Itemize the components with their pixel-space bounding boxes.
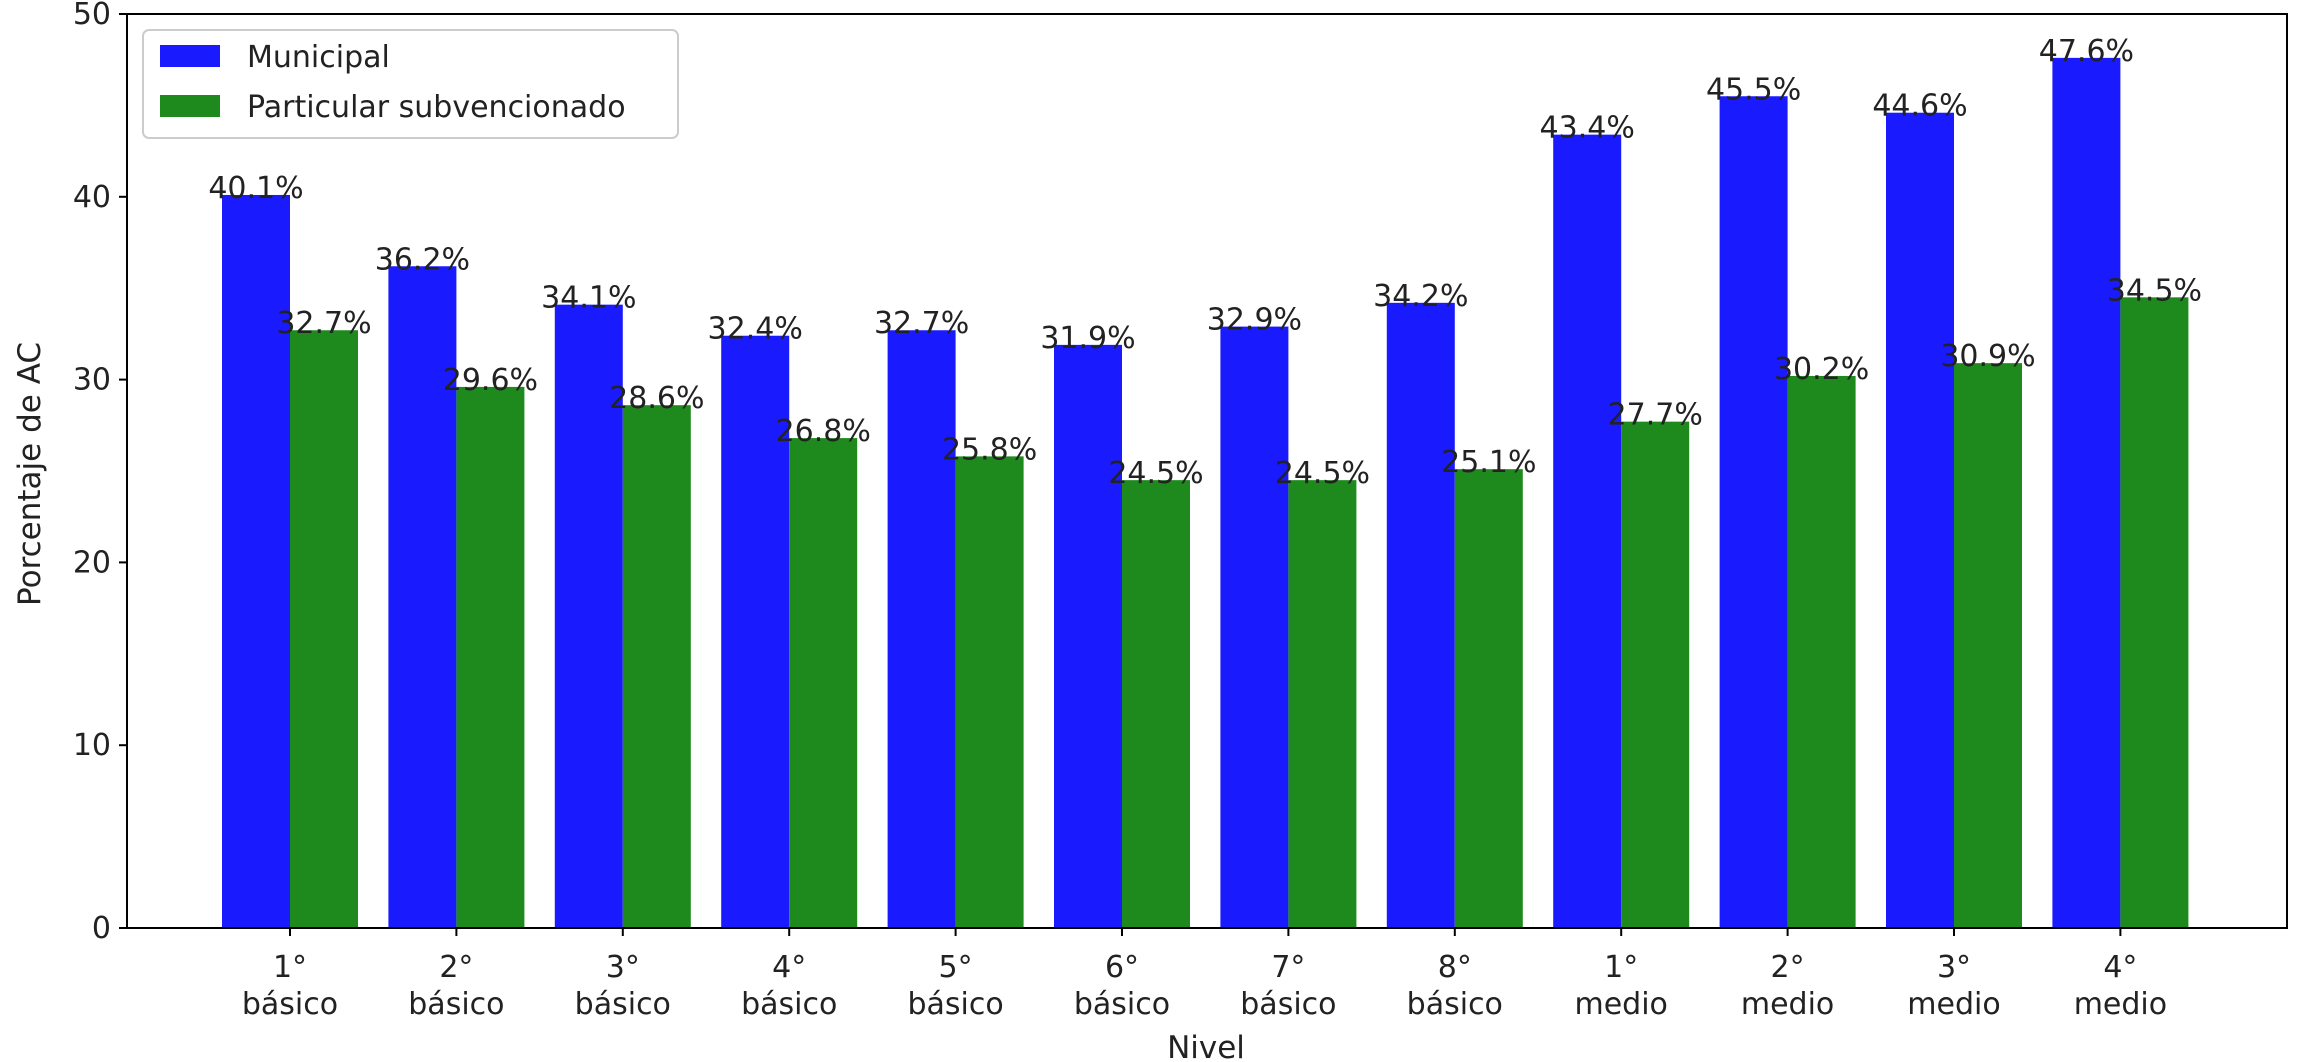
y-tick-label-0: 0: [92, 911, 111, 946]
x-tick-label-6: 6° básico: [1074, 950, 1170, 1022]
value-label-municipal-8: 34.2%: [1373, 279, 1468, 314]
bar-municipal-1: [222, 194, 290, 929]
value-label-particular-3: 28.6%: [609, 381, 704, 416]
legend-swatch-municipal: [160, 45, 220, 67]
bar-particular-6: [1122, 480, 1190, 928]
value-label-particular-6: 24.5%: [1108, 456, 1203, 491]
bar-municipal-11: [1886, 112, 1954, 929]
value-label-municipal-10: 45.5%: [1706, 72, 1801, 107]
bar-particular-1: [290, 330, 358, 928]
axes-frame: [126, 13, 2288, 929]
x-tick-label-2: 2° básico: [408, 950, 504, 1022]
y-tick-label-20: 20: [73, 545, 111, 580]
value-label-municipal-12: 47.6%: [2039, 34, 2134, 69]
bar-particular-5: [955, 456, 1024, 928]
x-tick-label-7: 7° básico: [1240, 950, 1336, 1022]
bar-municipal-12: [2052, 57, 2121, 928]
bar-municipal-4: [721, 335, 790, 928]
value-label-municipal-5: 32.7%: [874, 306, 969, 341]
x-tick-label-9: 1° medio: [1574, 950, 1667, 1022]
legend-label-municipal: Municipal: [247, 40, 390, 75]
y-tick-label-30: 30: [73, 363, 111, 398]
value-label-particular-1: 32.7%: [276, 306, 371, 341]
value-label-municipal-6: 31.9%: [1040, 321, 1135, 356]
bar-particular-4: [789, 438, 858, 928]
y-axis-title: Porcentaje de AC: [12, 342, 48, 606]
x-tick-label-3: 3° básico: [575, 950, 671, 1022]
value-label-particular-11: 30.9%: [1940, 339, 2035, 374]
value-label-particular-4: 26.8%: [776, 414, 871, 449]
x-tick-label-5: 5° básico: [907, 950, 1003, 1022]
bar-particular-2: [456, 386, 525, 928]
value-label-particular-9: 27.7%: [1608, 398, 1703, 433]
value-label-particular-2: 29.6%: [443, 363, 538, 398]
plot-area: 40.1% 36.2% 34.1% 32.4% 32.7% 31.9% 32.9% 34.2%…: [73, 0, 2288, 1022]
y-tick-label-10: 10: [73, 728, 111, 763]
value-label-particular-12: 34.5%: [2107, 273, 2202, 308]
y-tick-label-50: 50: [73, 0, 111, 32]
bar-particular-10: [1787, 375, 1856, 929]
bar-municipal-10: [1719, 96, 1788, 928]
value-label-municipal-2: 36.2%: [375, 242, 470, 277]
bar-particular-3: [622, 405, 691, 928]
bar-municipal-3: [554, 304, 623, 929]
value-label-municipal-1: 40.1%: [208, 171, 303, 206]
value-label-particular-5: 25.8%: [942, 432, 1037, 467]
value-label-municipal-3: 34.1%: [541, 281, 636, 316]
legend-frame: [142, 29, 679, 139]
legend-label-particular: Particular subvencionado: [247, 90, 626, 125]
legend-swatch-particular: [160, 95, 220, 117]
y-tick-label-40: 40: [73, 180, 111, 215]
x-tick-label-12: 4° medio: [2074, 950, 2167, 1022]
x-tick-label-4: 4° básico: [741, 950, 837, 1022]
bar-municipal-2: [388, 266, 457, 928]
bar-particular-11: [1954, 363, 2022, 928]
x-tick-label-11: 3° medio: [1907, 950, 2000, 1022]
bar-particular-7: [1288, 480, 1357, 928]
bar-municipal-7: [1220, 326, 1289, 928]
value-label-particular-8: 25.1%: [1441, 445, 1536, 480]
value-label-municipal-7: 32.9%: [1207, 303, 1302, 338]
x-tick-label-8: 8° básico: [1407, 950, 1503, 1022]
bar-municipal-9: [1553, 134, 1622, 928]
x-axis-title: Nivel: [1167, 1030, 1245, 1062]
x-tick-label-1: 1° básico: [242, 950, 338, 1022]
bar-municipal-5: [887, 330, 956, 928]
x-tick-label-10: 2° medio: [1741, 950, 1834, 1022]
value-label-particular-7: 24.5%: [1275, 456, 1370, 491]
bar-municipal-6: [1054, 344, 1122, 928]
value-label-municipal-11: 44.6%: [1872, 89, 1967, 124]
value-label-municipal-9: 43.4%: [1540, 111, 1635, 146]
bar-particular-12: [2120, 297, 2189, 929]
value-label-municipal-4: 32.4%: [708, 312, 803, 347]
bar-municipal-8: [1386, 302, 1455, 929]
bar-particular-9: [1621, 421, 1690, 928]
legend: Municipal Particular subvencionado: [142, 29, 679, 139]
value-label-particular-10: 30.2%: [1774, 352, 1869, 387]
bar-particular-8: [1454, 469, 1523, 928]
